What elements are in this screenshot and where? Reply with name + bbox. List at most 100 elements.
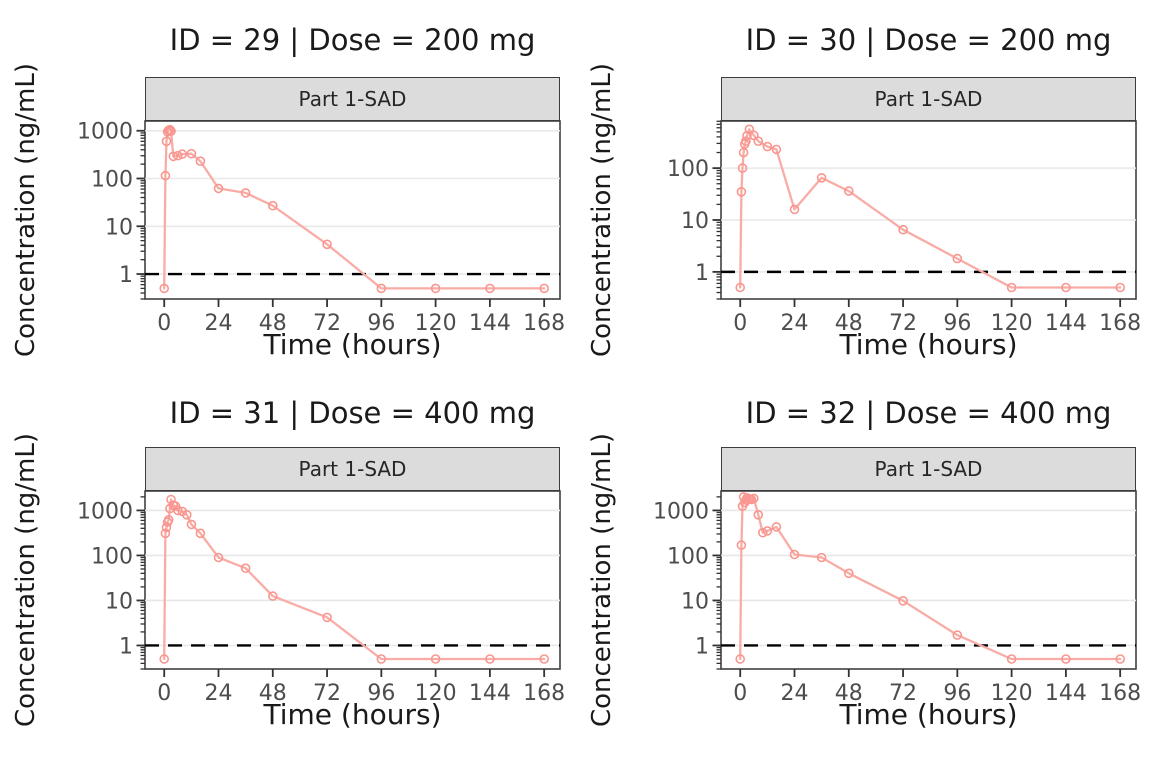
x-tick-label: 120 xyxy=(415,311,457,336)
data-point-marker xyxy=(1006,654,1017,664)
panel-background xyxy=(720,490,1137,670)
x-tick-label: 0 xyxy=(733,681,747,706)
data-point-marker xyxy=(159,654,169,664)
data-point-marker xyxy=(213,552,224,563)
x-tick-label: 72 xyxy=(313,681,341,706)
data-point-marker xyxy=(843,568,854,579)
data-point-marker xyxy=(771,522,782,532)
data-point-marker xyxy=(173,150,183,161)
plot-title: ID = 31 | Dose = 400 mg xyxy=(169,396,536,430)
data-point-marker xyxy=(1061,654,1071,664)
data-point-marker xyxy=(898,596,908,606)
series-line xyxy=(163,498,546,661)
data-point-marker xyxy=(952,630,963,640)
x-tick-label: 48 xyxy=(835,681,863,706)
data-point-marker xyxy=(753,510,764,520)
data-point-marker xyxy=(816,552,827,563)
y-tick-label: 1000 xyxy=(653,499,709,524)
data-point-marker xyxy=(166,126,176,136)
pk-plot-svg: 1 10 100 1000 0 24 48 72 96 120 144 168 xyxy=(653,490,1141,706)
data-point-marker xyxy=(539,654,550,664)
x-tick-label: 168 xyxy=(1099,311,1141,336)
y-tick-label: 10 xyxy=(105,589,133,614)
y-axis-title: Concentration (ng/mL) xyxy=(11,62,41,358)
series-line xyxy=(739,128,1122,289)
y-tick-label: 10 xyxy=(681,589,709,614)
data-point-marker xyxy=(737,163,748,173)
facet-strip-label: Part 1-SAD xyxy=(298,457,407,481)
facet-strip: Part 1-SAD xyxy=(721,77,1136,121)
plot-title: ID = 29 | Dose = 200 mg xyxy=(169,23,536,57)
data-point-marker xyxy=(161,136,172,147)
panel-cell-id-30: 1 10 100 0 24 48 72 96 120 144 168 ID = 30 | Dose … xyxy=(576,0,1152,384)
x-tick-label: 96 xyxy=(367,311,395,336)
x-tick-label: 96 xyxy=(943,311,971,336)
y-tick-label: 10 xyxy=(681,209,709,234)
x-axis-title: Time (hours) xyxy=(263,328,442,361)
data-point-marker xyxy=(168,151,179,162)
x-tick-label: 48 xyxy=(259,681,287,706)
y-tick-label: 100 xyxy=(667,544,709,569)
y-tick-label: 10 xyxy=(105,215,133,240)
panel-cell-id-32: 1 10 100 1000 0 24 48 72 96 120 144 168 ID = 32 | D… xyxy=(576,384,1152,768)
data-point-marker xyxy=(539,283,550,294)
data-point-marker xyxy=(165,124,175,135)
data-point-marker xyxy=(758,527,768,538)
facet-strip-label: Part 1-SAD xyxy=(298,87,407,111)
data-point-marker xyxy=(163,515,174,525)
x-tick-label: 0 xyxy=(157,681,171,706)
y-tick-label: 1 xyxy=(119,634,133,659)
data-point-marker xyxy=(485,654,495,664)
data-point-marker xyxy=(1061,282,1071,293)
x-axis-title: Time (hours) xyxy=(263,698,442,731)
data-point-marker xyxy=(1006,282,1017,293)
data-point-marker xyxy=(762,141,773,152)
y-axis-title: Concentration (ng/mL) xyxy=(587,432,617,728)
x-tick-label: 120 xyxy=(415,681,457,706)
data-point-marker xyxy=(267,591,278,601)
data-point-marker xyxy=(741,136,751,146)
panel-cell-id-31: 1 10 100 1000 0 24 48 72 96 120 144 168 ID = 31 | D… xyxy=(0,384,576,768)
data-point-marker xyxy=(816,173,827,183)
data-point-marker xyxy=(160,528,171,539)
facet-strip: Part 1-SAD xyxy=(721,447,1136,491)
data-point-marker xyxy=(736,187,747,197)
x-tick-label: 168 xyxy=(523,311,565,336)
x-tick-label: 72 xyxy=(889,681,917,706)
x-tick-label: 120 xyxy=(991,311,1033,336)
y-tick-label: 1 xyxy=(119,263,133,288)
data-point-marker xyxy=(195,528,206,539)
data-point-marker xyxy=(843,186,854,196)
data-point-marker xyxy=(240,563,251,573)
facet-strip-label: Part 1-SAD xyxy=(874,457,983,481)
x-tick-label: 72 xyxy=(889,311,917,336)
data-point-marker xyxy=(195,156,206,166)
panel-background xyxy=(144,490,561,670)
data-point-marker xyxy=(735,282,745,293)
x-tick-label: 48 xyxy=(835,311,863,336)
x-axis-title: Time (hours) xyxy=(839,698,1018,731)
data-point-marker xyxy=(736,540,747,550)
x-tick-label: 96 xyxy=(943,681,971,706)
data-point-marker xyxy=(753,136,764,146)
y-tick-label: 100 xyxy=(91,168,133,193)
data-point-marker xyxy=(430,283,441,294)
data-point-marker xyxy=(1115,282,1126,293)
data-point-marker xyxy=(749,493,759,504)
y-tick-label: 1 xyxy=(695,261,709,286)
x-tick-label: 24 xyxy=(781,311,809,336)
data-point-marker xyxy=(173,505,183,516)
data-point-marker xyxy=(177,149,188,159)
data-point-marker xyxy=(376,654,387,664)
data-point-marker xyxy=(430,654,441,664)
data-point-marker xyxy=(166,494,176,505)
x-tick-label: 0 xyxy=(733,311,747,336)
data-point-marker xyxy=(749,130,759,141)
pk-plot-svg: 1 10 100 0 24 48 72 96 120 144 168 xyxy=(667,120,1141,336)
panel-cell-id-29: 1 10 100 1000 0 24 48 72 96 120 144 168 ID = 29 | D… xyxy=(0,0,576,384)
data-point-marker xyxy=(789,549,800,560)
facet-strip-label: Part 1-SAD xyxy=(874,87,983,111)
x-tick-label: 144 xyxy=(469,311,511,336)
data-point-marker xyxy=(744,124,755,135)
x-tick-label: 168 xyxy=(1099,681,1141,706)
